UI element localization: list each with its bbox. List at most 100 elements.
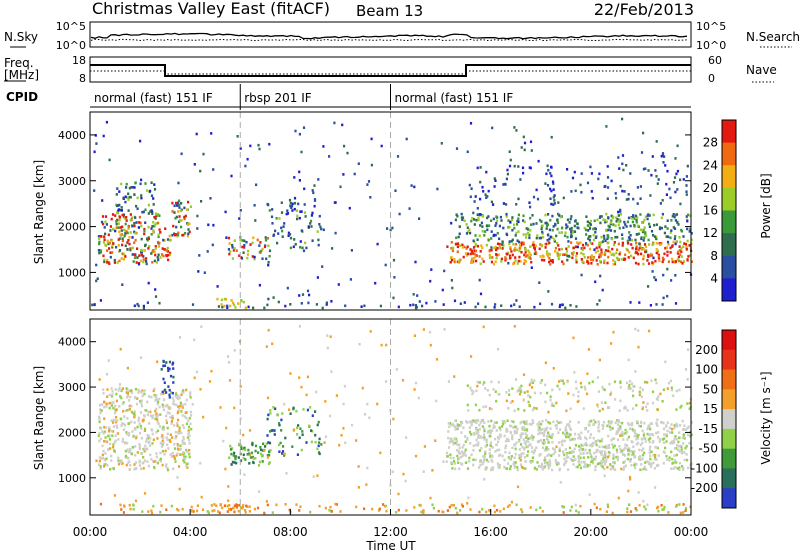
velocity-cell bbox=[475, 427, 478, 431]
power-cell bbox=[488, 224, 491, 227]
velocity-cell bbox=[482, 383, 485, 386]
power-cell bbox=[450, 247, 453, 250]
velocity-cell bbox=[546, 391, 549, 395]
velocity-cell bbox=[610, 420, 613, 423]
velocity-cell bbox=[612, 455, 615, 458]
power-cell bbox=[606, 234, 610, 237]
velocity-cell bbox=[666, 421, 669, 425]
velocity-cell bbox=[584, 463, 587, 466]
power-cell bbox=[154, 295, 158, 298]
power-cell bbox=[666, 250, 669, 254]
power-cell bbox=[481, 185, 484, 189]
velocity-cell bbox=[541, 510, 544, 513]
velocity-cell bbox=[131, 430, 134, 433]
velocity-cell bbox=[657, 509, 660, 513]
velocity-cell bbox=[514, 443, 517, 447]
velocity-cell bbox=[143, 459, 146, 462]
power-cell bbox=[126, 196, 129, 199]
power-cell bbox=[547, 242, 550, 245]
velocity-cell bbox=[617, 419, 620, 422]
power-cell bbox=[576, 241, 579, 244]
velocity-cell bbox=[559, 481, 562, 484]
power-cell bbox=[670, 219, 673, 222]
velocity-cell bbox=[161, 390, 164, 394]
power-cell bbox=[667, 243, 670, 246]
power-cell bbox=[576, 245, 579, 249]
velocity-cell bbox=[523, 447, 526, 451]
power-cell bbox=[518, 249, 521, 253]
velocity-cell bbox=[105, 457, 108, 461]
y-tick-label: 2000 bbox=[58, 221, 86, 234]
velocity-cell bbox=[527, 450, 530, 453]
power-cell bbox=[106, 261, 109, 264]
velocity-cell bbox=[125, 387, 128, 390]
power-cell bbox=[293, 176, 296, 179]
power-cell bbox=[244, 164, 247, 168]
power-cell bbox=[474, 305, 477, 309]
power-cell bbox=[680, 229, 683, 233]
power-cell bbox=[618, 218, 621, 221]
power-cell bbox=[122, 196, 125, 200]
velocity-cell bbox=[631, 450, 635, 454]
power-cell bbox=[102, 241, 105, 244]
power-cell bbox=[604, 251, 607, 254]
power-cell bbox=[628, 231, 631, 234]
power-cell bbox=[131, 224, 134, 228]
velocity-cell bbox=[638, 393, 641, 397]
power-cell bbox=[328, 155, 331, 158]
power-cell bbox=[343, 144, 346, 148]
velocity-cell bbox=[266, 503, 269, 507]
power-cell bbox=[544, 221, 547, 225]
velocity-cell bbox=[483, 436, 486, 439]
power-cell bbox=[117, 222, 120, 225]
velocity-cell bbox=[160, 445, 164, 448]
power-cell bbox=[652, 213, 655, 217]
power-cell bbox=[299, 210, 302, 213]
power-cell bbox=[614, 260, 617, 264]
power-cell bbox=[268, 254, 271, 258]
velocity-cell bbox=[682, 503, 685, 506]
power-cell bbox=[196, 227, 199, 230]
velocity-cell bbox=[171, 417, 174, 420]
power-cell bbox=[102, 222, 105, 226]
velocity-cell bbox=[640, 463, 643, 466]
power-cell bbox=[594, 236, 597, 239]
power-cell bbox=[545, 250, 549, 253]
velocity-cell bbox=[481, 436, 484, 439]
power-cell bbox=[145, 262, 148, 266]
velocity-cell bbox=[569, 407, 572, 411]
velocity-cell bbox=[527, 440, 530, 444]
velocity-cell bbox=[162, 441, 165, 445]
velocity-cell bbox=[318, 504, 321, 508]
velocity-cell bbox=[483, 455, 486, 458]
velocity-cell bbox=[162, 408, 165, 412]
velocity-cell bbox=[260, 452, 263, 456]
velocity-cell bbox=[248, 429, 252, 432]
power-cell bbox=[456, 250, 459, 253]
velocity-cell bbox=[590, 419, 593, 423]
power-cell bbox=[599, 255, 602, 258]
power-cell bbox=[455, 213, 458, 216]
velocity-cell bbox=[228, 379, 232, 382]
velocity-cell bbox=[556, 463, 559, 466]
power-cell bbox=[544, 213, 547, 217]
velocity-cell bbox=[601, 438, 604, 441]
power-cell bbox=[228, 242, 231, 245]
velocity-cell bbox=[612, 457, 615, 460]
power-cell bbox=[642, 239, 645, 242]
power-colorbar-label: Power [dB] bbox=[759, 173, 773, 238]
velocity-cell bbox=[357, 465, 360, 468]
velocity-cell bbox=[682, 468, 685, 471]
power-cell bbox=[636, 233, 639, 236]
velocity-cell bbox=[589, 433, 592, 436]
power-cell bbox=[140, 251, 143, 254]
power-cell bbox=[650, 173, 653, 177]
power-cell bbox=[471, 216, 474, 220]
velocity-cell bbox=[105, 426, 108, 429]
velocity-cell bbox=[637, 441, 640, 445]
colorbar-tick-label: 15 bbox=[703, 402, 718, 416]
velocity-cell bbox=[173, 424, 176, 427]
power-cell bbox=[272, 234, 275, 237]
velocity-cell bbox=[518, 438, 521, 442]
power-cell bbox=[669, 251, 672, 254]
